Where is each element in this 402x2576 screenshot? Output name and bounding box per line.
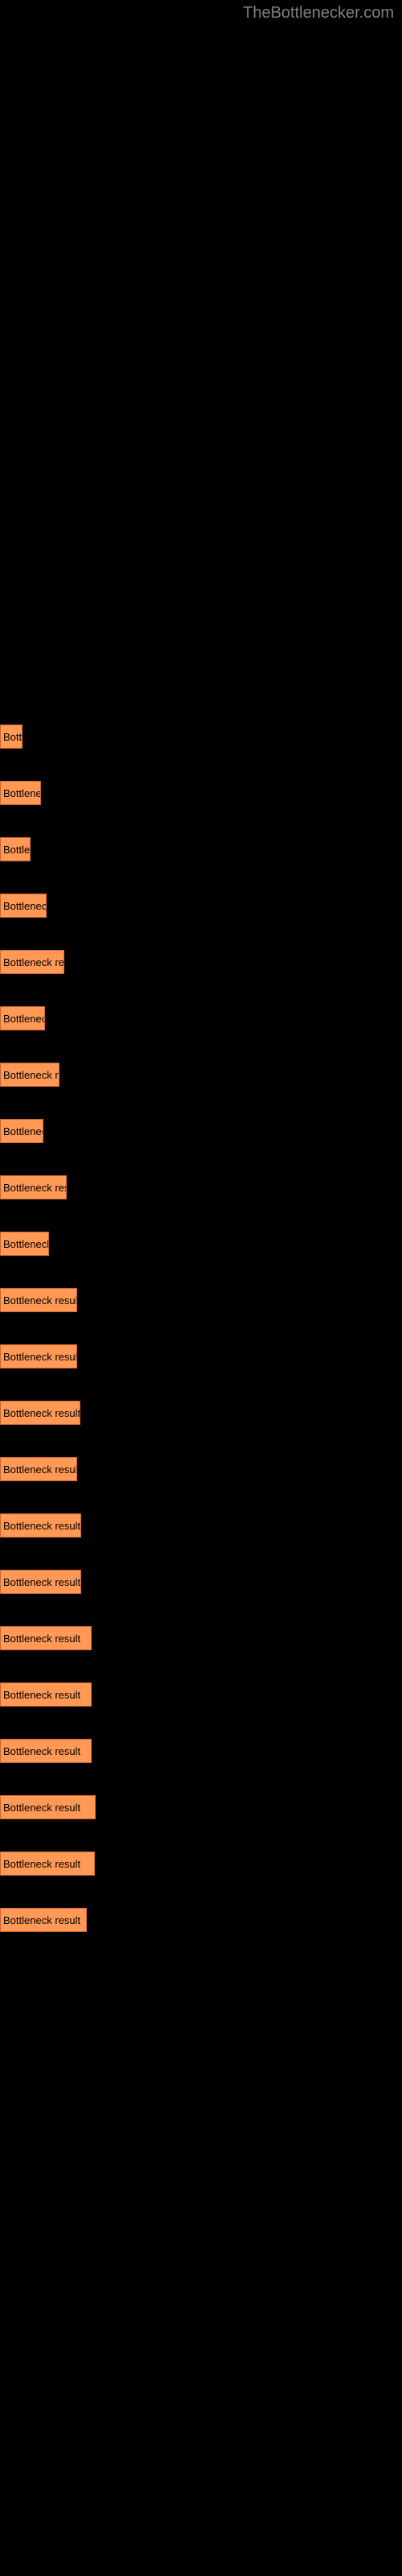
bar-label: Bottleneck result bbox=[3, 1914, 80, 1926]
bar-row: Bottleneck result bbox=[0, 1457, 402, 1481]
bar-label: Bottleneck res bbox=[3, 956, 64, 968]
bar-label: Bottleneck bbox=[3, 1013, 44, 1025]
bar-row: Bottleneck bbox=[0, 1232, 402, 1256]
watermark-text: TheBottlenecker.com bbox=[243, 4, 394, 23]
bar-row: Bottleneck result bbox=[0, 1626, 402, 1650]
bar: Bottleneck result bbox=[0, 1513, 81, 1538]
bar-row: Bottleneck result bbox=[0, 1739, 402, 1763]
bar: Bottlenec bbox=[0, 1119, 43, 1143]
bar-label: Bottleneck re bbox=[3, 1069, 59, 1081]
bar-row: Bott bbox=[0, 724, 402, 749]
bar: Bottleneck bbox=[0, 894, 47, 918]
bar: Bottleneck re bbox=[0, 1063, 59, 1087]
bar-label: Bottleneck bbox=[3, 900, 46, 912]
bar: Bottleneck res bbox=[0, 950, 64, 974]
bar-label: Bottleneck bbox=[3, 1238, 48, 1250]
bar-row: Bottleneck result bbox=[0, 1852, 402, 1876]
bar-label: Bottleneck result bbox=[3, 1689, 80, 1701]
bar-label: Bottlenec bbox=[3, 787, 40, 799]
bar-label: Bottleneck result bbox=[3, 1858, 80, 1870]
bar-label: Bottleneck result bbox=[3, 1407, 80, 1419]
bar: Bottleneck result bbox=[0, 1401, 80, 1425]
bar: Bottleneck result bbox=[0, 1344, 77, 1368]
bar: Bottleneck result bbox=[0, 1739, 92, 1763]
bar: Bottleneck result bbox=[0, 1795, 96, 1819]
bar-label: Bottleneck result bbox=[3, 1633, 80, 1645]
bar: Bottleneck result bbox=[0, 1682, 92, 1707]
bar-row: Bottleneck bbox=[0, 894, 402, 918]
bar-row: Bottleneck bbox=[0, 1006, 402, 1030]
bar: Bottleneck resu bbox=[0, 1175, 67, 1199]
bar-label: Bottleneck result bbox=[3, 1294, 76, 1307]
bar-label: Bottleneck result bbox=[3, 1745, 80, 1757]
bar: Bottleneck result bbox=[0, 1457, 77, 1481]
bar: Bott bbox=[0, 724, 23, 749]
bar-label: Bott bbox=[3, 731, 22, 743]
bar-row: Bottleneck result bbox=[0, 1795, 402, 1819]
bar-row: Bottleneck resu bbox=[0, 1175, 402, 1199]
bar-label: Bottleneck result bbox=[3, 1802, 80, 1814]
bar-row: Bottleneck result bbox=[0, 1513, 402, 1538]
bar: Bottle bbox=[0, 837, 31, 861]
bar: Bottleneck result bbox=[0, 1570, 81, 1594]
bar: Bottleneck result bbox=[0, 1626, 92, 1650]
bar-row: Bottleneck result bbox=[0, 1344, 402, 1368]
bar-label: Bottleneck result bbox=[3, 1463, 76, 1476]
bar-label: Bottleneck resu bbox=[3, 1182, 66, 1194]
bar-row: Bottleneck re bbox=[0, 1063, 402, 1087]
bar: Bottlenec bbox=[0, 781, 41, 805]
bar-row: Bottleneck result bbox=[0, 1908, 402, 1932]
bar-chart: Bott Bottlenec Bottle Bottleneck Bottleneck … bbox=[0, 0, 402, 1932]
bar-label: Bottlenec bbox=[3, 1125, 43, 1137]
bar-row: Bottle bbox=[0, 837, 402, 861]
bar-label: Bottleneck result bbox=[3, 1351, 76, 1363]
bar-row: Bottleneck result bbox=[0, 1570, 402, 1594]
bar-row: Bottlenec bbox=[0, 781, 402, 805]
bar-row: Bottleneck result bbox=[0, 1288, 402, 1312]
bar: Bottleneck result bbox=[0, 1908, 87, 1932]
bar-label: Bottleneck result bbox=[3, 1520, 80, 1532]
bar-row: Bottleneck result bbox=[0, 1682, 402, 1707]
bar-row: Bottlenec bbox=[0, 1119, 402, 1143]
bar-label: Bottleneck result bbox=[3, 1576, 80, 1588]
bar-row: Bottleneck result bbox=[0, 1401, 402, 1425]
bar: Bottleneck bbox=[0, 1232, 49, 1256]
bar: Bottleneck result bbox=[0, 1852, 95, 1876]
bar-row: Bottleneck res bbox=[0, 950, 402, 974]
bar-label: Bottle bbox=[3, 844, 30, 856]
bar: Bottleneck bbox=[0, 1006, 45, 1030]
bar: Bottleneck result bbox=[0, 1288, 77, 1312]
